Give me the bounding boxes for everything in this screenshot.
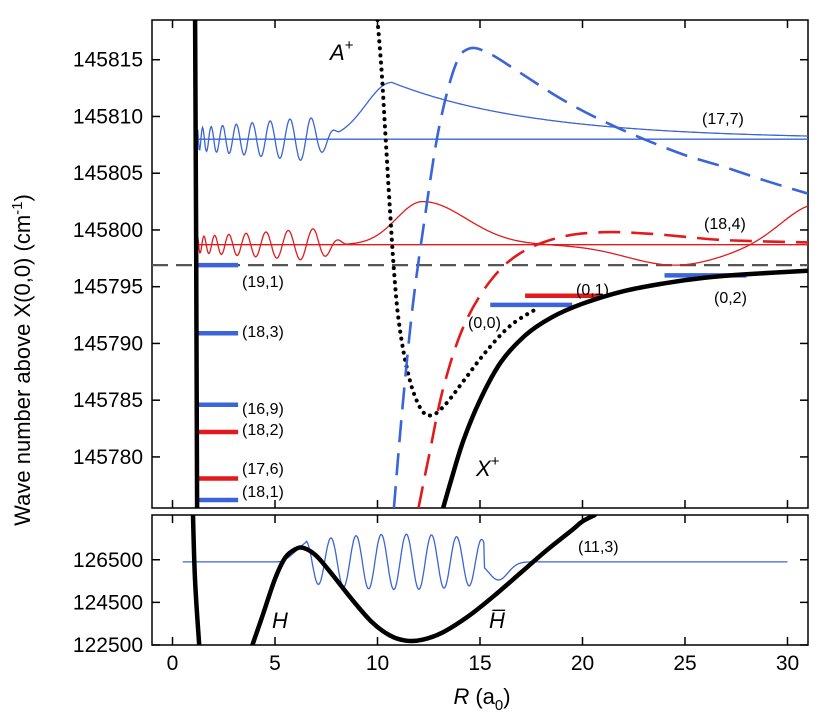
x-tick-label-20: 20 (571, 652, 594, 675)
curve-label-x-plus-sup: + (491, 453, 500, 470)
y-tick-label-145795: 145795 (73, 276, 143, 299)
upper-plot-area (152, 20, 808, 508)
curve-series-1 (190, 515, 202, 645)
x-tick-label-25: 25 (673, 652, 696, 675)
state-label-17-6: (17,6) (242, 461, 284, 478)
lower-y-tick-label-126500: 126500 (73, 549, 143, 572)
state-label-18-4: (18,4) (704, 216, 746, 233)
x-axis-title-symbol: R (453, 684, 469, 709)
x-axis-title-subscript: 0 (495, 697, 503, 714)
state-label-0-1: (0,1) (576, 282, 609, 299)
state-label-18-1: (18,1) (242, 484, 284, 501)
curve-label-h-bar: H̅ (489, 608, 506, 633)
state-label-18-2: (18,2) (242, 422, 284, 439)
curve-h-h (250, 515, 598, 645)
lower-state-labels: (11,3) (578, 539, 619, 556)
state-label-11-3: (11,3) (578, 539, 619, 556)
state-label-0-2: (0,2) (714, 290, 747, 307)
curve-label-x-plus: X+ (475, 453, 500, 481)
x-tick-label-0: 0 (167, 652, 179, 675)
wavefunction-18-4 (196, 200, 808, 266)
lower-panel-frame (151, 514, 809, 646)
y-tick-label-145780: 145780 (73, 446, 143, 469)
upper-panel: 145780 145785 145790 145795 145800 145805 1458… (73, 19, 809, 509)
wavefunction-17-7 (196, 81, 808, 161)
y-axis-title-end: ) (10, 194, 35, 201)
y-tick-label-145785: 145785 (73, 389, 143, 412)
x-axis-title-end: ) (503, 684, 510, 709)
upper-y-axis: 145780 145785 145790 145795 145800 145805 1458… (73, 49, 808, 469)
x-axis-title-unit: (a (475, 684, 495, 709)
y-axis-title-superscript: -1 (9, 202, 26, 215)
state-label-19-1: (19,1) (242, 274, 284, 291)
lower-plot-area (182, 515, 788, 645)
x-tick-label-10: 10 (366, 652, 389, 675)
curve-label-a-plus-sup: + (345, 37, 354, 54)
y-tick-label-145800: 145800 (73, 219, 143, 242)
curve-series-4 (417, 230, 808, 508)
lower-y-tick-label-124500: 124500 (73, 591, 143, 614)
curve-series-2 (192, 20, 200, 508)
upper-state-labels: (17,7) (18,4) (19,1) (18,3) (16,9) (18,2) (17,… (242, 111, 747, 501)
x-tick-label-30: 30 (776, 652, 799, 675)
state-label-0-0: (0,0) (468, 315, 501, 332)
curve-x (440, 268, 808, 508)
curve-series-3 (392, 46, 808, 508)
y-tick-label-145805: 145805 (73, 162, 143, 185)
state-label-17-7: (17,7) (702, 111, 744, 128)
y-axis-title: Wave number above X(0,0) (cm-1) (9, 194, 35, 526)
lower-panel: 122500 124500 126500 0 5 10 15 20 25 30 (11,3) (73, 514, 809, 675)
x-axis: 0 5 10 15 20 25 30 (167, 515, 799, 675)
lower-y-tick-label-122500: 122500 (73, 634, 143, 657)
y-tick-label-145815: 145815 (73, 49, 143, 72)
curve-label-a-plus: A+ (328, 37, 354, 65)
state-label-16-9: (16,9) (242, 401, 284, 418)
curve-label-h: H (272, 608, 288, 633)
curve-a (375, 20, 540, 418)
x-tick-label-5: 5 (269, 652, 281, 675)
y-tick-label-145810: 145810 (73, 105, 143, 128)
state-label-18-3: (18,3) (242, 324, 284, 341)
x-tick-label-15: 15 (468, 652, 491, 675)
x-axis-title: R (a0) (453, 684, 510, 714)
upper-x-ticks (171, 20, 789, 508)
y-tick-label-145790: 145790 (73, 332, 143, 355)
lower-y-axis: 122500 124500 126500 (73, 549, 808, 657)
